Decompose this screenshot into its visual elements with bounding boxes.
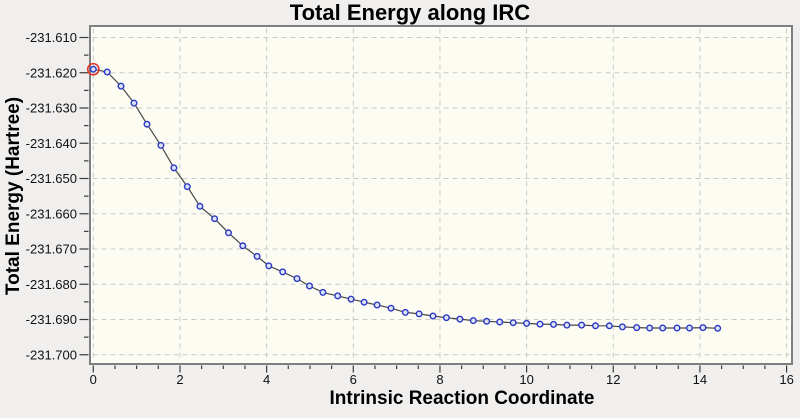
y-tick-label: -231.630 — [26, 101, 77, 116]
data-point-marker[interactable] — [334, 292, 342, 300]
x-tick-label: 4 — [263, 372, 270, 387]
data-point-marker[interactable] — [509, 319, 517, 327]
data-point-marker[interactable] — [211, 215, 219, 223]
x-tick-label: 0 — [90, 372, 97, 387]
data-point-marker[interactable] — [633, 324, 641, 332]
data-point-marker[interactable] — [673, 324, 681, 332]
data-point-marker[interactable] — [103, 68, 111, 76]
data-point-marker[interactable] — [373, 301, 381, 309]
x-tick-label: 16 — [779, 372, 793, 387]
data-point-marker[interactable] — [563, 321, 571, 329]
plot-area — [92, 28, 790, 362]
data-point-marker[interactable] — [578, 321, 586, 329]
data-point-marker[interactable] — [469, 317, 477, 325]
data-point-marker[interactable] — [319, 288, 327, 296]
data-point-marker[interactable] — [714, 324, 722, 332]
selected-point-ring[interactable] — [86, 62, 100, 76]
data-point-marker[interactable] — [196, 202, 204, 210]
data-point-marker[interactable] — [415, 310, 423, 318]
data-point-marker[interactable] — [117, 82, 125, 90]
x-tick-label: 2 — [176, 372, 183, 387]
x-tick-label: 12 — [606, 372, 620, 387]
data-point-marker[interactable] — [659, 324, 667, 332]
y-tick-label: -231.680 — [26, 277, 77, 292]
data-point-marker[interactable] — [183, 183, 191, 191]
y-tick-label: -231.640 — [26, 136, 77, 151]
data-point-marker[interactable] — [646, 324, 654, 332]
data-point-marker[interactable] — [523, 319, 531, 327]
data-point-marker[interactable] — [536, 320, 544, 328]
data-points — [89, 65, 722, 332]
x-tick-label: 14 — [693, 372, 707, 387]
data-point-marker[interactable] — [483, 317, 491, 325]
y-tick-label: -231.650 — [26, 171, 77, 186]
axis-ticks — [79, 36, 788, 373]
chart-title: Total Energy along IRC — [289, 0, 531, 25]
x-tick-labels: 0 2 4 6 8 10 12 14 16 — [90, 372, 794, 387]
y-tick-labels: -231.610 -231.620 -231.630 -231.640 -231.650… — [26, 30, 77, 362]
gridlines — [92, 28, 790, 362]
x-tick-label: 6 — [350, 372, 357, 387]
data-point-marker[interactable] — [253, 252, 261, 260]
data-point-marker[interactable] — [496, 318, 504, 326]
y-tick-label: -231.700 — [26, 347, 77, 362]
data-point-marker[interactable] — [429, 312, 437, 320]
data-point-marker[interactable] — [605, 322, 613, 330]
data-point-marker[interactable] — [130, 99, 138, 107]
data-point-marker[interactable] — [279, 268, 287, 276]
y-tick-label: -231.660 — [26, 206, 77, 221]
data-point-marker[interactable] — [293, 275, 301, 283]
data-point-marker[interactable] — [618, 323, 626, 331]
data-point-marker[interactable] — [143, 120, 151, 128]
data-point-marker[interactable] — [442, 314, 450, 322]
data-point-marker[interactable] — [306, 282, 314, 290]
y-tick-label: -231.690 — [26, 312, 77, 327]
data-point-marker[interactable] — [387, 304, 395, 312]
data-point-marker[interactable] — [592, 322, 600, 330]
data-point-marker[interactable] — [456, 315, 464, 323]
data-point-marker[interactable] — [699, 324, 707, 332]
data-point-marker[interactable] — [347, 295, 355, 303]
data-point-marker[interactable] — [401, 308, 409, 316]
x-axis-title: Intrinsic Reaction Coordinate — [329, 388, 595, 409]
y-tick-label: -231.610 — [26, 30, 77, 45]
y-tick-label: -231.620 — [26, 65, 77, 80]
data-point-marker[interactable] — [265, 262, 273, 270]
data-point-marker[interactable] — [224, 229, 232, 237]
data-point-marker[interactable] — [686, 324, 694, 332]
data-point-marker[interactable] — [89, 65, 97, 73]
data-point-marker[interactable] — [170, 164, 178, 172]
x-tick-label: 10 — [519, 372, 533, 387]
y-tick-label: -231.670 — [26, 242, 77, 257]
data-point-marker[interactable] — [157, 141, 165, 149]
data-point-marker[interactable] — [239, 242, 247, 250]
x-tick-label: 8 — [436, 372, 443, 387]
data-point-marker[interactable] — [360, 298, 368, 306]
data-point-marker[interactable] — [550, 320, 558, 328]
